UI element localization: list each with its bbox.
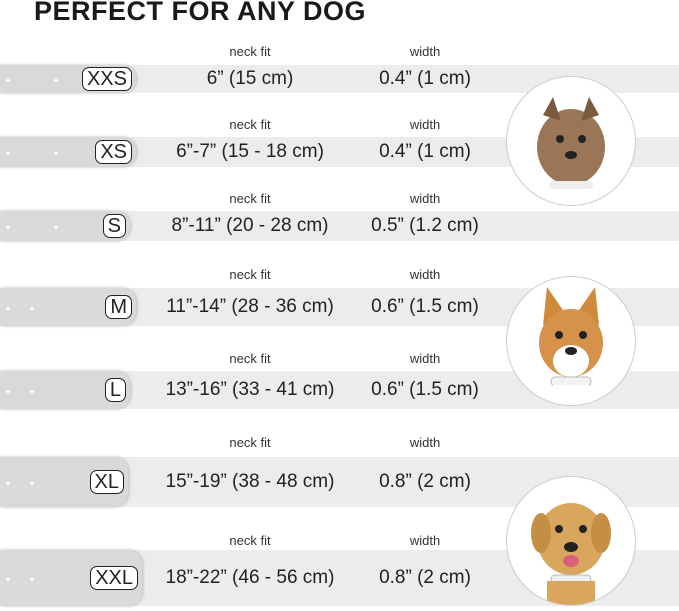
neck-fit-label: neck fit	[229, 533, 271, 548]
neck-fit-value: 8”-11” (20 - 28 cm)	[171, 215, 329, 236]
collar-hole	[54, 79, 58, 82]
neck-fit-label: neck fit	[229, 191, 271, 206]
width-value: 0.4” (1 cm)	[379, 141, 471, 162]
neck-fit-value: 6”-7” (15 - 18 cm)	[176, 141, 324, 162]
width-value: 0.4” (1 cm)	[379, 68, 471, 89]
collar-hole	[6, 307, 10, 310]
collar-hole	[6, 79, 10, 82]
size-badge: XXL	[90, 566, 138, 590]
terrier-photo	[506, 76, 636, 206]
collar-hole	[6, 226, 10, 229]
page-title: PERFECT FOR ANY DOG	[34, 0, 367, 26]
size-band: S 8”-11” (20 - 28 cm) 0.5” (1.2 cm)	[0, 211, 679, 241]
collar-hole	[30, 482, 34, 485]
width-value: 0.8” (2 cm)	[379, 471, 471, 492]
size-band: M 11”-14” (28 - 36 cm) 0.6” (1.5 cm)	[0, 288, 679, 326]
collar-strap: XL	[0, 457, 128, 507]
width-label: width	[409, 533, 441, 548]
neck-fit-label: neck fit	[229, 44, 271, 59]
neck-fit-value: 15”-19” (38 - 48 cm)	[165, 471, 335, 492]
collar-strap: S	[0, 211, 130, 241]
width-label: width	[409, 351, 441, 366]
width-label: width	[409, 267, 441, 282]
collar-hole	[30, 578, 34, 581]
size-badge: XS	[95, 140, 132, 164]
neck-fit-label: neck fit	[229, 267, 271, 282]
width-label: width	[409, 435, 441, 450]
collar-strap: XXL	[0, 550, 142, 606]
width-label: width	[409, 117, 441, 132]
collar-hole	[6, 390, 10, 393]
collar-strap: XS	[0, 137, 136, 167]
neck-fit-value: 13”-16” (33 - 41 cm)	[165, 379, 335, 400]
collar-hole	[6, 482, 10, 485]
neck-fit-value: 6” (15 cm)	[206, 68, 294, 89]
width-label: width	[409, 44, 441, 59]
collar-hole	[54, 152, 58, 155]
collar-strap: M	[0, 288, 136, 326]
size-badge: M	[105, 295, 132, 319]
corgi-photo	[506, 276, 636, 406]
size-badge: L	[104, 378, 126, 402]
width-label: width	[409, 191, 441, 206]
collar-hole	[30, 390, 34, 393]
collar-hole	[54, 226, 58, 229]
size-badge: XL	[89, 470, 124, 494]
labrador-photo	[506, 476, 636, 606]
collar-hole	[30, 307, 34, 310]
width-value: 0.8” (2 cm)	[379, 567, 471, 588]
size-badge: S	[102, 214, 126, 238]
collar-hole	[6, 578, 10, 581]
collar-strap: L	[0, 371, 130, 409]
width-value: 0.6” (1.5 cm)	[371, 296, 479, 317]
neck-fit-label: neck fit	[229, 435, 271, 450]
neck-fit-value: 11”-14” (28 - 36 cm)	[166, 296, 334, 317]
collar-hole	[6, 152, 10, 155]
neck-fit-label: neck fit	[229, 351, 271, 366]
neck-fit-label: neck fit	[229, 117, 271, 132]
collar-strap: XXS	[0, 65, 136, 93]
neck-fit-value: 18”-22” (46 - 56 cm)	[165, 567, 335, 588]
size-badge: XXS	[81, 67, 132, 91]
width-value: 0.6” (1.5 cm)	[371, 379, 479, 400]
width-value: 0.5” (1.2 cm)	[371, 215, 479, 236]
